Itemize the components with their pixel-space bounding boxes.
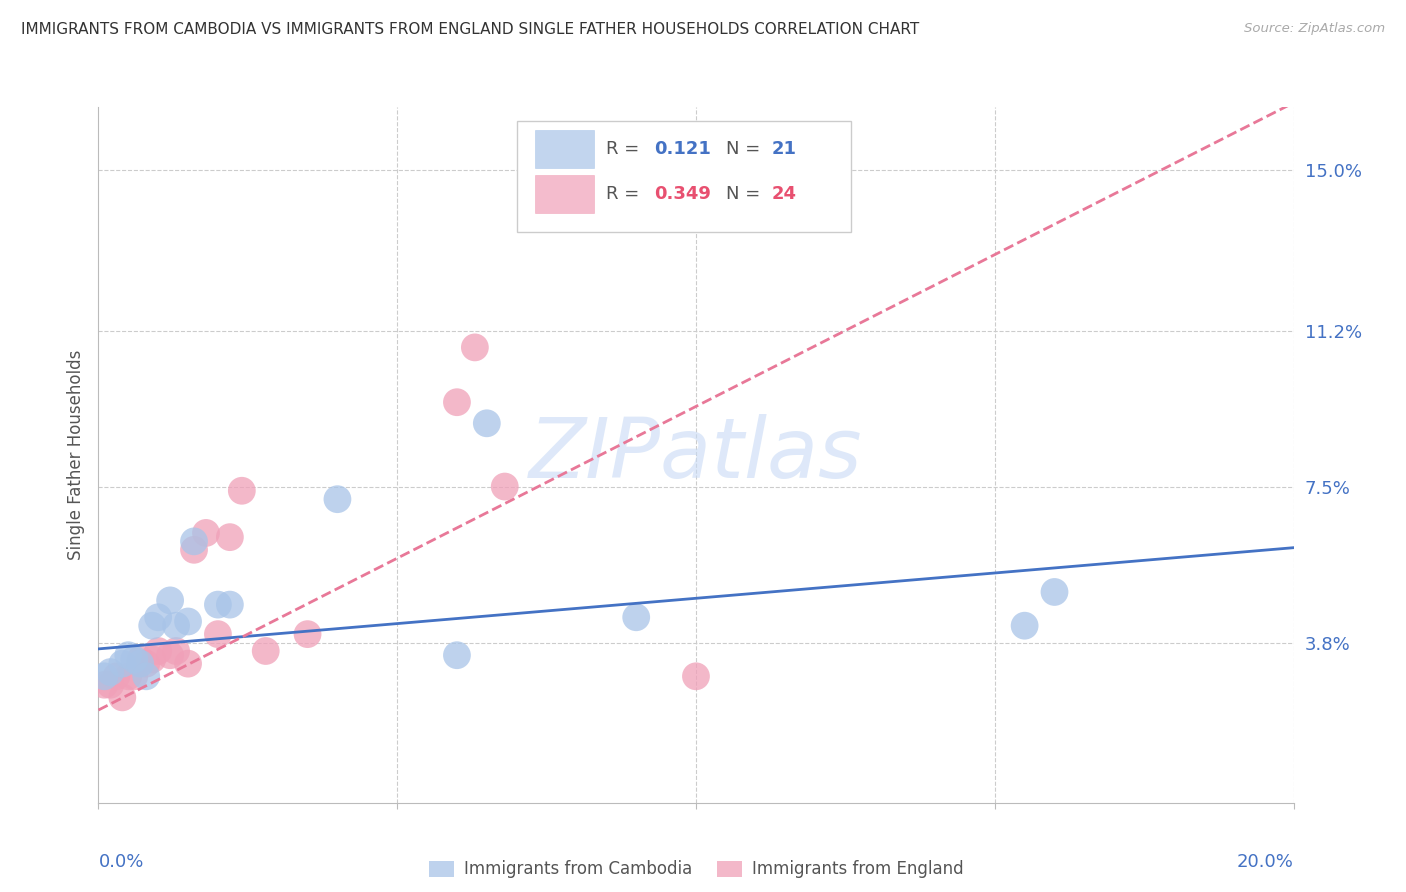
Point [446,648,468,663]
Point [183,534,205,549]
Point [1043,585,1066,599]
Point [93,678,115,692]
Point [117,648,139,663]
Text: 24: 24 [772,185,796,203]
Point [105,669,128,683]
Point [129,657,152,671]
Point [1014,618,1036,632]
Point [475,417,498,431]
Point [219,530,242,544]
Point [207,627,229,641]
FancyBboxPatch shape [517,121,852,232]
Point [124,669,146,683]
Point [219,598,242,612]
Text: 0.349: 0.349 [654,185,711,203]
Text: ZIPatlas: ZIPatlas [529,415,863,495]
Point [464,340,486,354]
Point [111,657,134,671]
Point [177,615,200,629]
Point [141,618,163,632]
Point [159,648,181,663]
Text: 0.0%: 0.0% [98,854,143,871]
Point [148,644,170,658]
Text: Source: ZipAtlas.com: Source: ZipAtlas.com [1244,22,1385,36]
Point [685,669,707,683]
Point [626,610,648,624]
Text: R =: R = [606,185,645,203]
Y-axis label: Single Father Households: Single Father Households [66,350,84,560]
Point [195,525,218,540]
Text: 20.0%: 20.0% [1237,854,1294,871]
Bar [534,175,595,213]
Point [183,542,205,557]
Text: N =: N = [725,185,766,203]
Point [207,598,229,612]
Point [297,627,319,641]
Point [111,690,134,705]
Point [231,483,253,498]
Point [117,669,139,683]
Point [446,395,468,409]
Text: IMMIGRANTS FROM CAMBODIA VS IMMIGRANTS FROM ENGLAND SINGLE FATHER HOUSEHOLDS COR: IMMIGRANTS FROM CAMBODIA VS IMMIGRANTS F… [21,22,920,37]
Bar [534,129,595,168]
Point [177,657,200,671]
Point [141,652,163,666]
Text: R =: R = [606,140,645,158]
Point [135,657,157,671]
Text: 21: 21 [772,140,796,158]
Point [165,644,187,658]
Point [100,678,122,692]
Point [254,644,277,658]
Point [148,610,170,624]
Point [165,618,187,632]
Text: 0.121: 0.121 [654,140,711,158]
Legend: Immigrants from Cambodia, Immigrants from England: Immigrants from Cambodia, Immigrants fro… [422,854,970,885]
Point [494,479,516,493]
Point [100,665,122,679]
Text: N =: N = [725,140,766,158]
Point [129,652,152,666]
Point [135,669,157,683]
Point [326,492,349,507]
Point [93,669,115,683]
Point [159,593,181,607]
Point [124,652,146,666]
